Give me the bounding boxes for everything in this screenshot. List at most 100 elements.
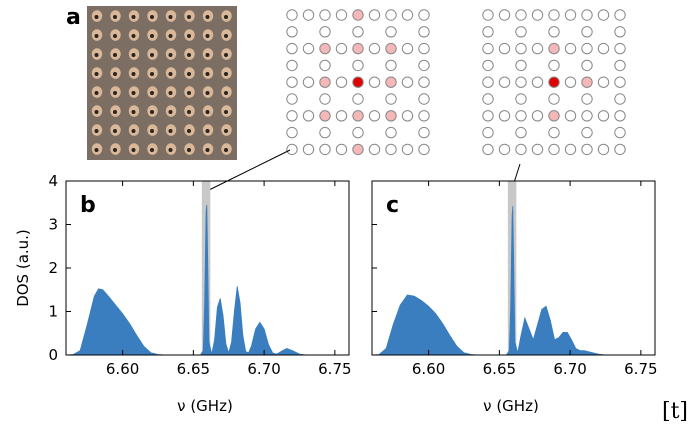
lattice-site — [564, 42, 577, 55]
lattice-site — [597, 110, 610, 122]
lattice-site — [482, 42, 494, 55]
lattice-site — [385, 143, 397, 156]
lattice-site — [385, 76, 397, 88]
x-axis-label-b: ν (GHz) — [177, 397, 233, 415]
resonator-post-hole — [113, 110, 117, 114]
resonator-post-hole — [94, 72, 99, 76]
lattice-site — [548, 126, 560, 139]
lattice-site — [319, 42, 331, 55]
lattice-site — [385, 9, 397, 21]
resonator-post-hole — [168, 15, 173, 19]
resonator-post-hole — [224, 15, 228, 19]
resonator-post-hole — [113, 53, 117, 57]
resonator-post-hole — [131, 15, 136, 19]
resonator-post-hole — [150, 91, 154, 95]
resonator-post-hole — [224, 110, 228, 114]
x-tick-label: 6.70 — [553, 360, 586, 378]
lattice-site — [515, 42, 527, 55]
lattice-site — [614, 42, 626, 55]
sample-photo — [87, 6, 237, 160]
resonator-post-hole — [94, 148, 99, 152]
resonator-post-hole — [187, 72, 191, 76]
lattice-site — [286, 110, 298, 122]
lattice-site — [401, 110, 414, 122]
lattice-site — [418, 76, 430, 88]
lattice-site — [498, 42, 511, 55]
lattice-site — [498, 9, 511, 21]
lattice-site — [385, 59, 397, 72]
lattice-site — [564, 110, 577, 122]
resonator-post-hole — [168, 129, 173, 133]
resonator-post-hole — [187, 129, 191, 133]
lattice-site — [614, 110, 626, 122]
lattice-site — [286, 59, 298, 72]
connector-line-b — [204, 149, 291, 193]
lattice-site — [482, 59, 494, 72]
resonator-post-hole — [94, 53, 99, 57]
lattice-site — [418, 110, 430, 122]
lattice-site — [482, 26, 494, 38]
lattice-site — [335, 76, 348, 88]
y-axis-label-b: DOS (a.u.) — [14, 229, 32, 307]
lattice-site — [319, 76, 331, 88]
resonator-post-hole — [113, 72, 117, 76]
lattice-site — [401, 42, 414, 55]
lattice-site — [302, 42, 315, 55]
lattice-site — [302, 143, 315, 156]
lattice-site — [286, 126, 298, 139]
lattice-site — [515, 59, 527, 72]
lattice-site — [352, 42, 364, 55]
lattice-site — [335, 110, 348, 122]
lattice-site — [581, 126, 593, 139]
resonator-post-hole — [187, 148, 191, 152]
lattice-site — [498, 76, 511, 88]
dos-chart-c: 6.60 6.65 6.70 6.75 c ν (GHz) — [371, 180, 658, 415]
lattice-site — [286, 76, 298, 88]
lattice-site — [286, 143, 298, 156]
resonator-post-hole — [205, 110, 210, 114]
resonator-post-hole — [168, 72, 173, 76]
x-tick-label: 6.60 — [106, 360, 139, 378]
x-tick-label: 6.65 — [483, 360, 516, 378]
lattice-site — [385, 110, 397, 122]
lattice-site — [581, 143, 593, 156]
lattice-site — [319, 26, 331, 38]
resonator-post-hole — [224, 129, 228, 133]
lattice-site — [581, 26, 593, 38]
lattice-site — [352, 59, 364, 72]
lattice-site — [597, 76, 610, 88]
dos-area-c — [371, 206, 655, 356]
resonator-post-hole — [131, 53, 136, 57]
resonator-post-hole — [131, 129, 136, 133]
x-tick-label: 6.75 — [624, 360, 657, 378]
y-tick-label: 1 — [48, 303, 58, 321]
resonator-post-hole — [150, 110, 154, 114]
lattice-site — [418, 59, 430, 72]
lattice-site — [319, 59, 331, 72]
lattice-site — [548, 143, 560, 156]
lattice-site — [564, 76, 577, 88]
x-tick-label: 6.60 — [412, 360, 445, 378]
lattice-site — [319, 126, 331, 139]
lattice-site — [335, 42, 348, 55]
lattice-site — [498, 110, 511, 122]
lattice-site — [302, 76, 315, 88]
y-tick-label: 3 — [48, 216, 58, 234]
lattice-site — [352, 93, 364, 105]
lattice-site — [581, 93, 593, 105]
lattice-diagram-left — [286, 9, 430, 156]
y-tick-label: 4 — [48, 172, 58, 190]
resonator-post-hole — [94, 110, 99, 114]
lattice-site — [614, 76, 626, 88]
lattice-site — [418, 9, 430, 21]
lattice-site — [352, 9, 364, 21]
resonator-post-hole — [224, 91, 228, 95]
lattice-site — [368, 42, 381, 55]
lattice-site — [286, 42, 298, 55]
resonator-post-hole — [205, 15, 210, 19]
lattice-site — [418, 93, 430, 105]
lattice-site — [515, 110, 527, 122]
resonator-post-hole — [150, 148, 154, 152]
panel-label-b: b — [80, 193, 96, 218]
